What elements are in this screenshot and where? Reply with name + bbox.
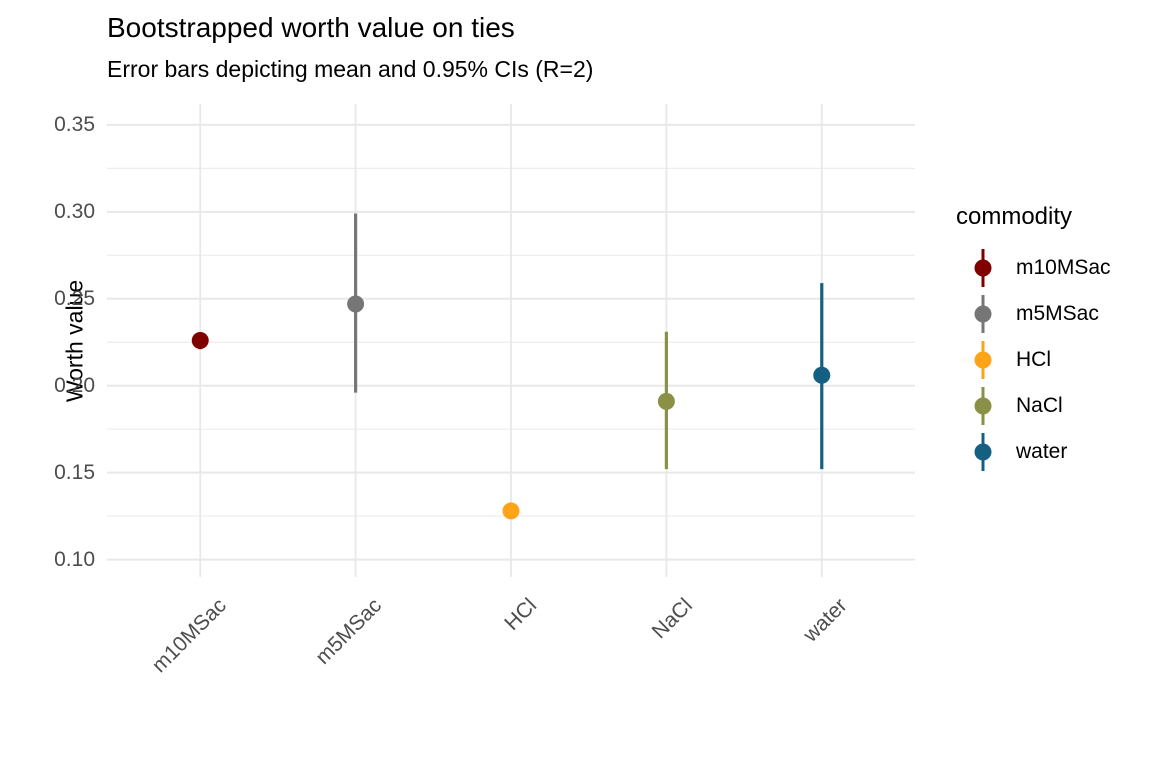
chart-subtitle: Error bars depicting mean and 0.95% CIs … — [107, 56, 594, 82]
legend-title: commodity — [956, 203, 1073, 230]
legend-item: NaCl — [956, 383, 1146, 429]
y-tick-label: 0.25 — [54, 286, 95, 310]
mean-point — [502, 502, 520, 520]
legend: commodity m10MSac m5MSac HCl NaCl water — [956, 203, 1146, 475]
mean-point — [657, 392, 675, 410]
mean-point — [191, 332, 209, 349]
legend-item-label: m10MSac — [1016, 256, 1111, 279]
pointrange-key-icon — [974, 341, 992, 379]
pointrange-key-icon — [974, 387, 992, 425]
y-tick-label: 0.20 — [54, 373, 95, 397]
pointrange-key-icon — [974, 295, 992, 333]
mean-point — [813, 366, 831, 384]
legend-item-label: water — [1016, 440, 1068, 463]
chart-title: Bootstrapped worth value on ties — [107, 12, 515, 43]
y-tick-label: 0.35 — [54, 112, 95, 136]
y-tick-label: 0.30 — [54, 199, 95, 223]
legend-item: m5MSac — [956, 291, 1146, 337]
pointrange-key-icon — [974, 433, 992, 471]
mean-point — [347, 295, 365, 313]
legend-item: HCl — [956, 337, 1146, 383]
legend-item: m10MSac — [956, 245, 1146, 291]
y-tick-label: 0.10 — [54, 547, 95, 571]
legend-item-label: HCl — [1016, 348, 1051, 371]
legend-item-label: NaCl — [1016, 394, 1063, 417]
y-tick-label: 0.15 — [54, 460, 95, 484]
legend-item: water — [956, 429, 1146, 475]
pointrange-key-icon — [974, 249, 992, 287]
legend-item-label: m5MSac — [1016, 302, 1099, 325]
